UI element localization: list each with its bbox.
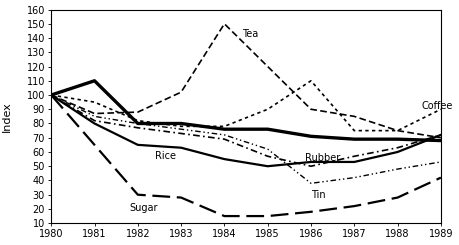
Y-axis label: Index: Index: [2, 101, 12, 132]
Text: Rubber: Rubber: [304, 153, 339, 163]
Text: Tin: Tin: [310, 190, 325, 200]
Text: Tea: Tea: [241, 29, 257, 39]
Text: Sugar: Sugar: [129, 203, 157, 212]
Text: Coffee: Coffee: [420, 101, 452, 111]
Text: Rice: Rice: [155, 151, 176, 161]
